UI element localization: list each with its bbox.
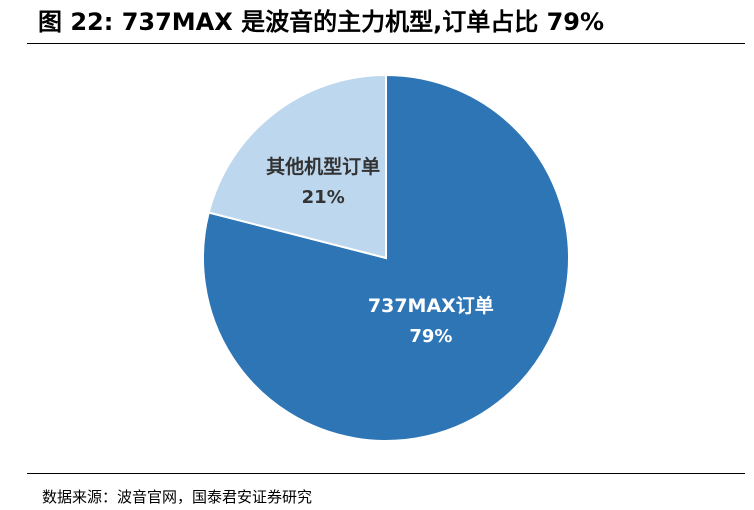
slice-label: 其他机型订单	[266, 155, 380, 178]
pie-slices	[202, 73, 570, 442]
slice-label: 737MAX订单	[368, 294, 494, 317]
slice-value-label: 79%	[409, 326, 452, 347]
pie-labels: 737MAX订单 79% 其他机型订单 21%	[266, 155, 494, 347]
slice-value-label: 21%	[302, 187, 345, 208]
source-note: 数据来源：波音官网，国泰君安证券研究	[42, 488, 313, 506]
source-rule	[27, 473, 745, 474]
title-rule	[27, 43, 745, 44]
pie-slice	[207, 73, 387, 260]
figure-title: 图 22: 737MAX 是波音的主力机型,订单占比 79%	[38, 8, 605, 36]
pie-slice	[202, 73, 570, 442]
